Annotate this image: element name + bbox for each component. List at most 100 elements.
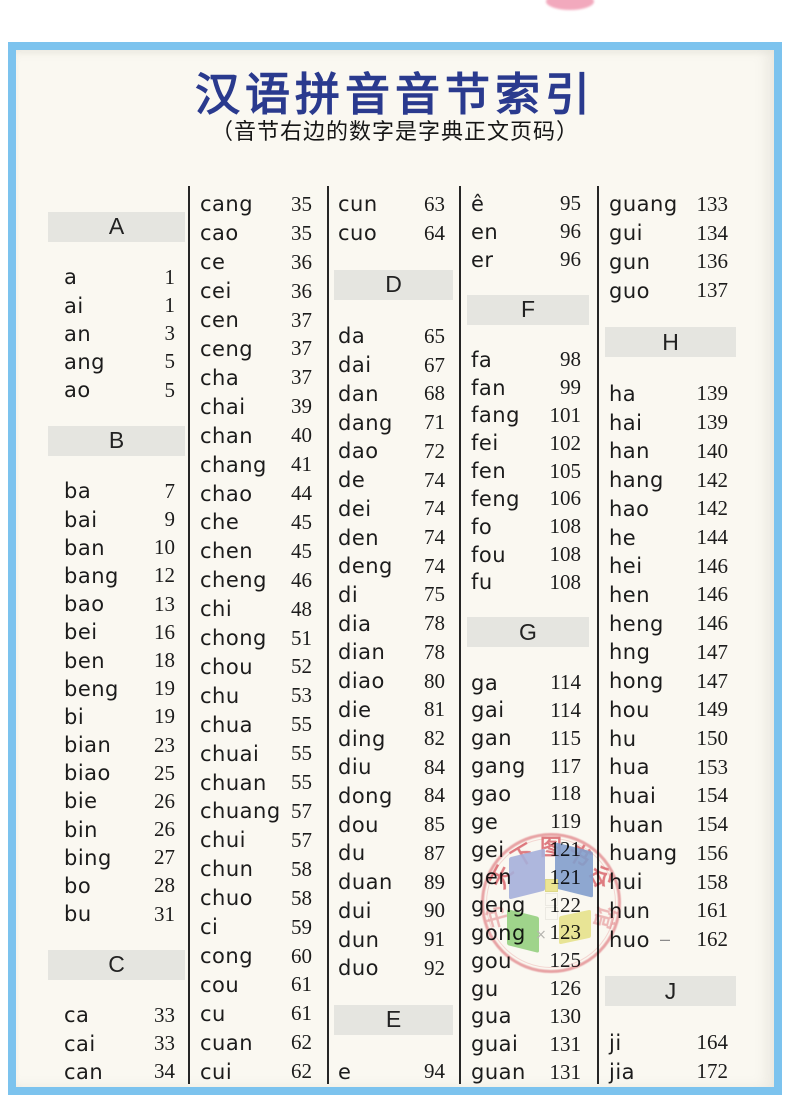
syllable: chen — [200, 539, 254, 564]
page-number: 1 — [164, 293, 176, 318]
index-entry: chang 41 — [196, 450, 320, 479]
page-number: 108 — [549, 569, 582, 594]
page-number: 142 — [696, 496, 729, 521]
page-number: 60 — [291, 943, 312, 968]
syllable: dong — [338, 783, 393, 808]
page-number: 96 — [560, 219, 581, 244]
index-entry: fu 108 — [467, 568, 589, 596]
page-number: 90 — [424, 898, 445, 923]
syllable: chuo — [200, 886, 254, 911]
index-entry: bu 31 — [48, 900, 185, 928]
page-number: 57 — [291, 827, 312, 852]
syllable: bai — [64, 507, 98, 532]
syllable: cao — [200, 221, 239, 246]
section-band: F — [467, 294, 589, 325]
index-entry: hei 146 — [605, 552, 736, 581]
page-number: 46 — [291, 567, 312, 592]
page-number: 78 — [424, 639, 445, 664]
page-number: 147 — [696, 639, 729, 664]
page-number: 92 — [424, 955, 445, 980]
syllable: bian — [64, 733, 112, 758]
index-entry: hui 158 — [605, 868, 736, 897]
page-number: 19 — [154, 704, 175, 729]
syllable: dian — [338, 640, 386, 665]
syllable: hun — [609, 898, 651, 923]
index-entry: ga 114 — [467, 669, 589, 697]
index-entry: cu 61 — [196, 999, 320, 1028]
index-entry: gen 121 — [467, 863, 589, 891]
index-entry: hun 161 — [605, 896, 736, 925]
index-entry: gei 121 — [467, 836, 589, 864]
page-number: 102 — [549, 430, 582, 455]
section-header-A: A — [48, 190, 185, 263]
index-entry: cei 36 — [196, 277, 320, 306]
page-number: 5 — [164, 377, 176, 402]
page-number: 147 — [696, 668, 729, 693]
page-number: 172 — [696, 1059, 729, 1084]
page-number: 154 — [696, 783, 729, 808]
page-number: 82 — [424, 726, 445, 751]
syllable: chan — [200, 423, 254, 448]
page-number: 1 — [164, 264, 176, 289]
index-entry: ê 95 — [467, 190, 589, 218]
index-entry: che 45 — [196, 508, 320, 537]
syllable: bing — [64, 845, 112, 870]
page-number: 55 — [291, 770, 312, 795]
page-number: 68 — [424, 381, 445, 406]
syllable: chuan — [200, 770, 267, 795]
index-entry: dan 68 — [334, 380, 453, 409]
syllable: bo — [64, 873, 92, 898]
syllable: cha — [200, 365, 240, 390]
syllable: chuang — [200, 799, 281, 824]
page-number: 149 — [696, 697, 729, 722]
syllable: en — [471, 219, 499, 244]
index-entry: gong 123 — [467, 919, 589, 947]
index-entry: bang 12 — [48, 562, 185, 590]
page-number: 59 — [291, 914, 312, 939]
index-entry: en 96 — [467, 218, 589, 246]
page-number: 146 — [696, 582, 729, 607]
index-entry: ang 5 — [48, 348, 185, 376]
section-band: A — [48, 211, 185, 242]
page-number: 108 — [549, 542, 582, 567]
index-entry: han 140 — [605, 437, 736, 466]
page-number: 55 — [291, 741, 312, 766]
page-number: 105 — [549, 458, 582, 483]
page-number: 39 — [291, 394, 312, 419]
index-entry: bian 23 — [48, 731, 185, 759]
page-number: 28 — [154, 873, 175, 898]
syllable: chi — [200, 597, 233, 622]
index-entry: fou 108 — [467, 541, 589, 569]
page-number: 37 — [291, 307, 312, 332]
page-number: 130 — [549, 1003, 582, 1028]
syllable: chong — [200, 626, 267, 651]
syllable: fan — [471, 375, 507, 400]
syllable: fei — [471, 431, 499, 456]
page-number: 108 — [549, 514, 582, 539]
page-number: 117 — [550, 753, 581, 778]
section-letter: C — [108, 951, 125, 978]
index-entry: hao 142 — [605, 494, 736, 523]
page-number: 62 — [291, 1030, 312, 1055]
syllable: ce — [200, 250, 226, 275]
page-number: 89 — [424, 869, 445, 894]
page-number: 122 — [549, 892, 582, 917]
page-number: 146 — [696, 611, 729, 636]
syllable: bao — [64, 592, 105, 617]
index-entry: hang 142 — [605, 466, 736, 495]
syllable: fou — [471, 542, 507, 567]
index-entry: diao 80 — [334, 667, 453, 696]
syllable: chuai — [200, 741, 260, 766]
column-divider — [597, 186, 599, 1084]
index-entry: guai 131 — [467, 1030, 589, 1058]
syllable: he — [609, 525, 637, 550]
index-entry: ci 59 — [196, 913, 320, 942]
index-entry: de 74 — [334, 466, 453, 495]
index-entry: chun 58 — [196, 855, 320, 884]
index-entry: diu 84 — [334, 753, 453, 782]
syllable: gao — [471, 781, 512, 806]
